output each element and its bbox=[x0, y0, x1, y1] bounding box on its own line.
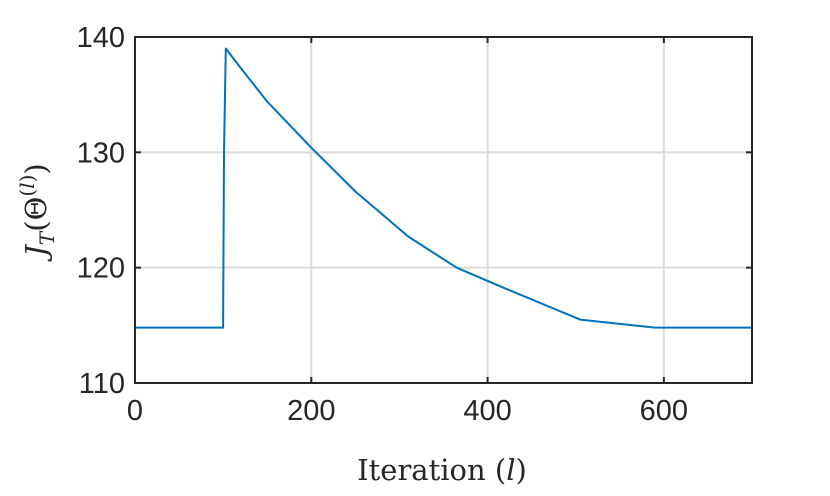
y-tick-label: 120 bbox=[77, 253, 125, 285]
x-tick-label: 400 bbox=[463, 395, 511, 427]
y-axis-label: JT(Θ(l)) bbox=[15, 163, 59, 261]
y-axis-label-sup-close: ) bbox=[15, 175, 39, 183]
y-axis-label-close: ) bbox=[19, 163, 53, 174]
x-axis-label: Iteration (l) bbox=[357, 453, 527, 487]
series-group bbox=[135, 47, 752, 329]
plot-frame bbox=[134, 36, 753, 384]
y-tick-label: 140 bbox=[77, 22, 125, 54]
y-axis-label-j: J bbox=[19, 244, 53, 262]
y-axis-label-sup-var: l bbox=[15, 182, 39, 188]
series-line bbox=[135, 47, 752, 329]
ticks-group bbox=[134, 36, 752, 384]
x-tick-label: 0 bbox=[127, 395, 143, 427]
y-axis-label-open: (Θ bbox=[19, 197, 53, 232]
tick-labels-group: 0 200 400 600 110 120 130 140 bbox=[77, 22, 688, 427]
x-tick-label: 600 bbox=[640, 395, 688, 427]
x-axis-label-text: Iteration ( bbox=[357, 453, 506, 487]
x-axis-label-var: l bbox=[506, 453, 515, 487]
grid-lines bbox=[135, 37, 752, 383]
y-tick-label: 130 bbox=[77, 137, 125, 169]
x-tick-label: 200 bbox=[287, 395, 335, 427]
y-tick-label: 110 bbox=[79, 368, 125, 400]
y-axis-label-sub: T bbox=[35, 230, 59, 245]
y-axis-label-sup: ( bbox=[15, 189, 39, 197]
x-axis-label-close: ) bbox=[515, 453, 526, 487]
